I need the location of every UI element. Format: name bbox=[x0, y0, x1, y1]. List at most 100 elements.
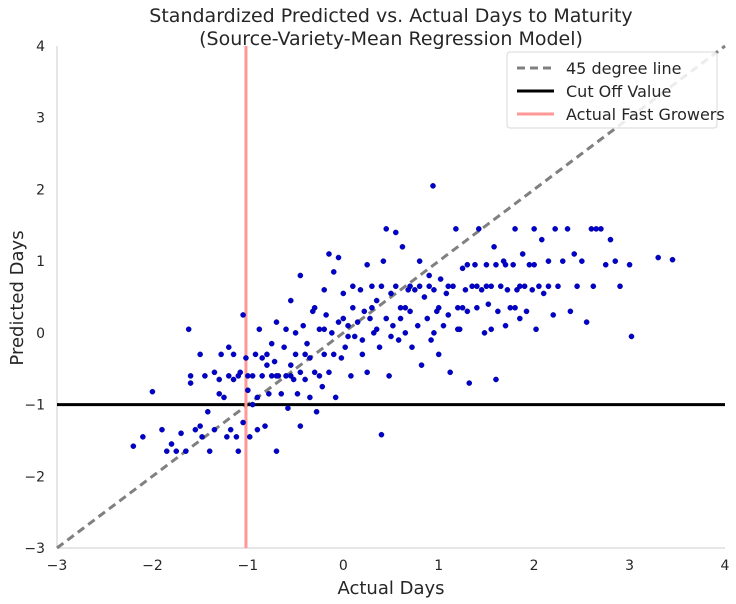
data-point bbox=[612, 258, 619, 264]
data-point bbox=[424, 315, 431, 322]
data-point bbox=[235, 373, 242, 379]
data-point bbox=[262, 423, 268, 429]
data-point bbox=[628, 333, 635, 340]
data-point bbox=[466, 380, 473, 386]
x-tick-label: −1 bbox=[238, 558, 259, 574]
data-point bbox=[502, 261, 509, 268]
data-point bbox=[481, 330, 488, 336]
legend: 45 degree line Cut Off Value Actual Fast G… bbox=[506, 51, 725, 129]
data-point bbox=[483, 283, 490, 290]
x-tick-label: −3 bbox=[47, 558, 68, 574]
data-point bbox=[178, 430, 184, 437]
data-point bbox=[273, 319, 280, 325]
data-point bbox=[571, 251, 578, 257]
data-point bbox=[264, 351, 270, 358]
data-point bbox=[545, 283, 552, 290]
data-point bbox=[593, 226, 599, 232]
data-point bbox=[340, 290, 347, 297]
data-point bbox=[459, 265, 466, 272]
data-point bbox=[483, 261, 490, 268]
data-point bbox=[254, 426, 261, 433]
data-point bbox=[235, 448, 242, 454]
x-tick-label: 4 bbox=[721, 558, 730, 574]
data-point bbox=[130, 443, 137, 449]
data-point bbox=[428, 337, 434, 343]
data-point bbox=[225, 373, 232, 379]
data-point bbox=[357, 287, 364, 293]
data-point bbox=[348, 373, 354, 379]
data-point bbox=[340, 315, 347, 322]
data-point bbox=[602, 261, 609, 268]
data-point bbox=[211, 426, 218, 433]
data-point bbox=[440, 322, 447, 329]
data-point bbox=[245, 373, 251, 379]
data-point bbox=[588, 226, 595, 232]
data-point bbox=[407, 283, 413, 290]
data-point bbox=[626, 261, 633, 268]
data-point bbox=[552, 226, 558, 232]
data-point bbox=[502, 322, 509, 329]
data-point bbox=[435, 351, 442, 358]
data-point bbox=[159, 426, 165, 433]
data-point bbox=[378, 283, 385, 290]
data-point bbox=[617, 283, 623, 290]
data-point bbox=[335, 319, 342, 325]
data-point bbox=[218, 351, 224, 358]
data-point bbox=[450, 283, 456, 290]
data-point bbox=[187, 373, 194, 379]
x-tick-label: 2 bbox=[530, 558, 539, 574]
data-point bbox=[431, 330, 437, 336]
data-point bbox=[338, 355, 345, 361]
axes bbox=[56, 46, 725, 549]
data-point bbox=[227, 426, 234, 433]
data-point bbox=[607, 236, 614, 243]
data-point bbox=[266, 391, 272, 397]
data-point bbox=[474, 283, 480, 290]
data-point bbox=[369, 304, 375, 311]
data-point bbox=[373, 297, 380, 304]
data-point bbox=[430, 183, 436, 189]
data-point bbox=[447, 369, 453, 376]
data-point bbox=[472, 261, 478, 268]
y-tick-label: −1 bbox=[24, 398, 45, 414]
data-point bbox=[512, 226, 518, 232]
data-point bbox=[287, 297, 294, 304]
x-axis-label: Actual Days bbox=[337, 578, 444, 599]
data-point bbox=[259, 373, 265, 379]
data-point bbox=[418, 362, 425, 368]
data-point bbox=[414, 322, 421, 329]
data-point bbox=[332, 394, 339, 401]
y-tick-label: −3 bbox=[24, 541, 45, 557]
data-point bbox=[531, 226, 537, 232]
data-point bbox=[233, 434, 240, 440]
data-point bbox=[517, 315, 523, 322]
data-point bbox=[185, 326, 192, 333]
data-point bbox=[302, 376, 308, 383]
data-point bbox=[273, 373, 280, 379]
data-point bbox=[297, 423, 304, 429]
data-point bbox=[478, 287, 485, 293]
data-point bbox=[259, 355, 265, 361]
data-point bbox=[454, 326, 461, 333]
data-point bbox=[536, 283, 542, 290]
legend-label: Actual Fast Growers bbox=[566, 105, 725, 124]
data-point bbox=[230, 376, 237, 383]
data-point bbox=[230, 351, 237, 358]
data-point bbox=[402, 304, 409, 311]
data-point bbox=[390, 322, 396, 329]
legend-box bbox=[506, 51, 718, 129]
data-point bbox=[326, 369, 332, 376]
data-point bbox=[493, 376, 499, 383]
y-tick-label: 1 bbox=[36, 254, 45, 270]
data-point bbox=[268, 340, 275, 347]
y-tick-label: 0 bbox=[36, 326, 45, 342]
data-point bbox=[307, 355, 313, 361]
data-point bbox=[504, 287, 511, 293]
diagonal-line bbox=[56, 44, 726, 550]
data-point bbox=[655, 254, 662, 261]
data-point bbox=[453, 226, 459, 232]
legend-label: Cut Off Value bbox=[566, 82, 671, 101]
data-point bbox=[555, 283, 561, 290]
data-point bbox=[526, 261, 533, 268]
